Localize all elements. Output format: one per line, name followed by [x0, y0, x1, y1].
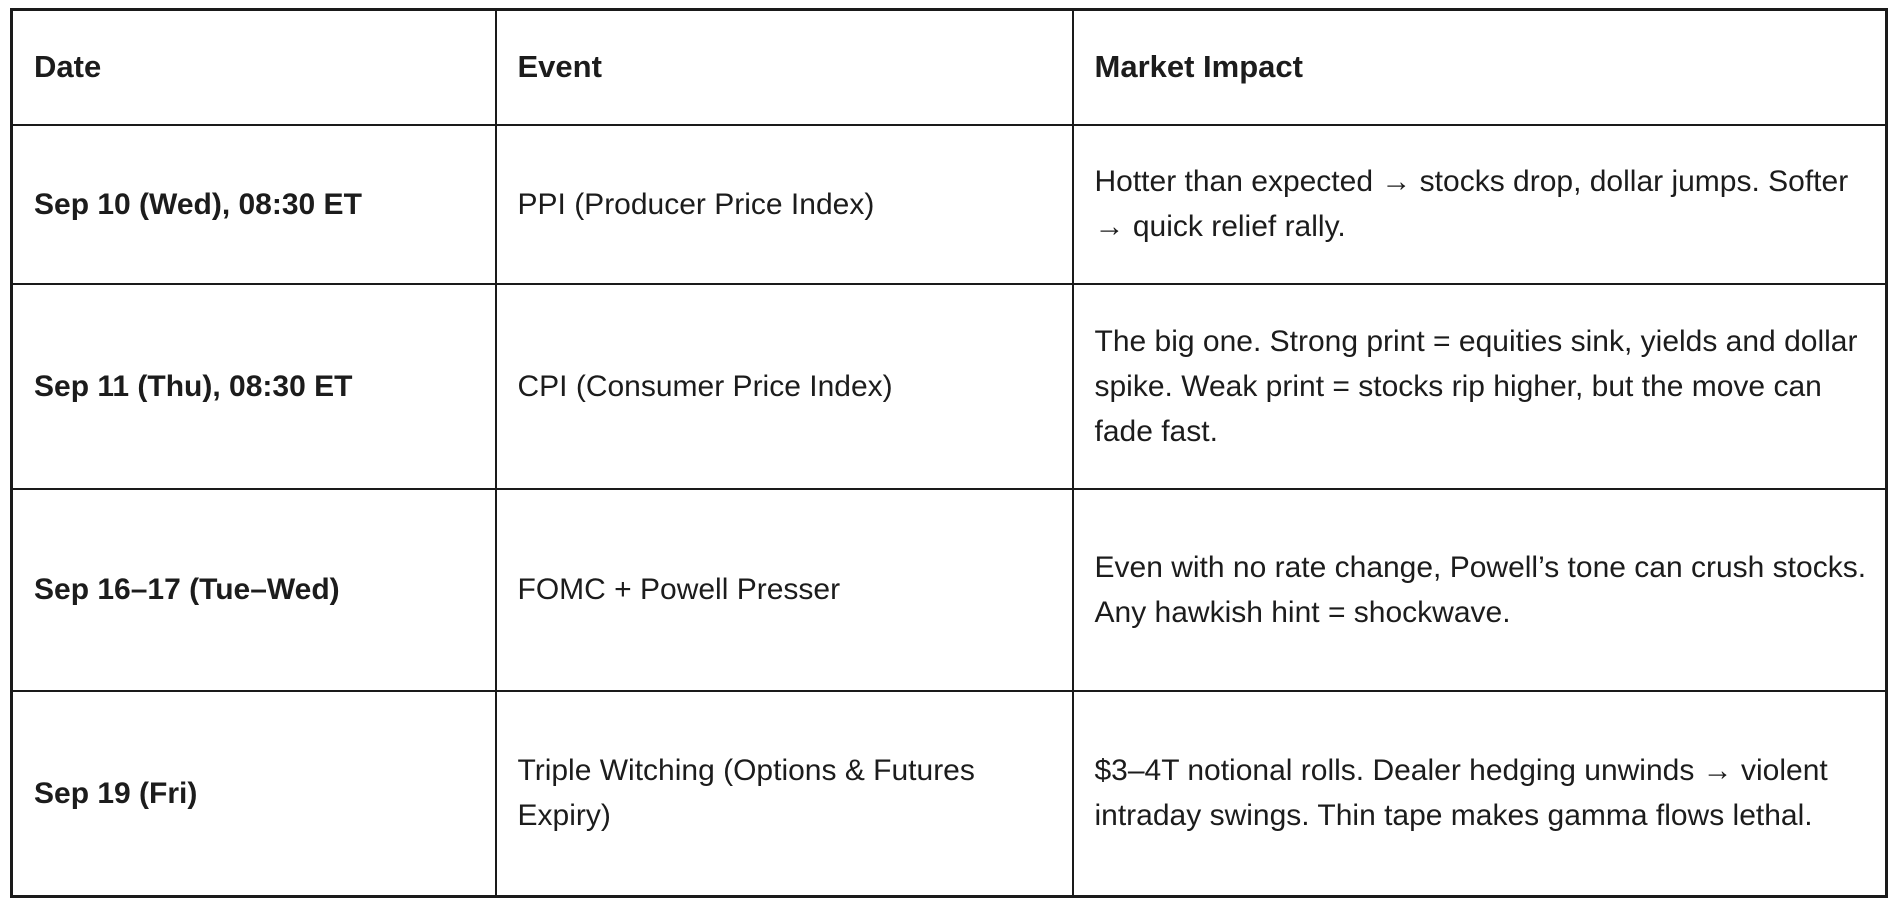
- events-table-container: Date Event Market Impact Sep 10 (Wed), 0…: [10, 8, 1888, 898]
- impact-cell: Even with no rate change, Powell’s tone …: [1071, 487, 1888, 692]
- impact-cell: The big one. Strong print = equities sin…: [1071, 282, 1888, 490]
- impact-cell: Hotter than expected → stocks drop, doll…: [1071, 123, 1888, 285]
- date-cell: Sep 16–17 (Tue–Wed): [10, 487, 497, 692]
- table-row-ppi: Sep 10 (Wed), 08:30 ET PPI (Producer Pri…: [10, 123, 1888, 285]
- header-event: Event: [494, 8, 1074, 126]
- event-cell: Triple Witching (Options & Futures Expir…: [494, 689, 1074, 898]
- event-cell: FOMC + Powell Presser: [494, 487, 1074, 692]
- date-cell: Sep 19 (Fri): [10, 689, 497, 898]
- table-row-cpi: Sep 11 (Thu), 08:30 ET CPI (Consumer Pri…: [10, 282, 1888, 490]
- market-events-table: Date Event Market Impact Sep 10 (Wed), 0…: [10, 8, 1888, 898]
- header-date: Date: [10, 8, 497, 126]
- table-row-triple-witching: Sep 19 (Fri) Triple Witching (Options & …: [10, 689, 1888, 898]
- date-cell: Sep 10 (Wed), 08:30 ET: [10, 123, 497, 285]
- event-cell: PPI (Producer Price Index): [494, 123, 1074, 285]
- date-cell: Sep 11 (Thu), 08:30 ET: [10, 282, 497, 490]
- impact-cell: $3–4T notional rolls. Dealer hedging unw…: [1071, 689, 1888, 898]
- event-cell: CPI (Consumer Price Index): [494, 282, 1074, 490]
- table-row-fomc: Sep 16–17 (Tue–Wed) FOMC + Powell Presse…: [10, 487, 1888, 692]
- header-market-impact: Market Impact: [1071, 8, 1888, 126]
- table-header-row: Date Event Market Impact: [10, 8, 1888, 126]
